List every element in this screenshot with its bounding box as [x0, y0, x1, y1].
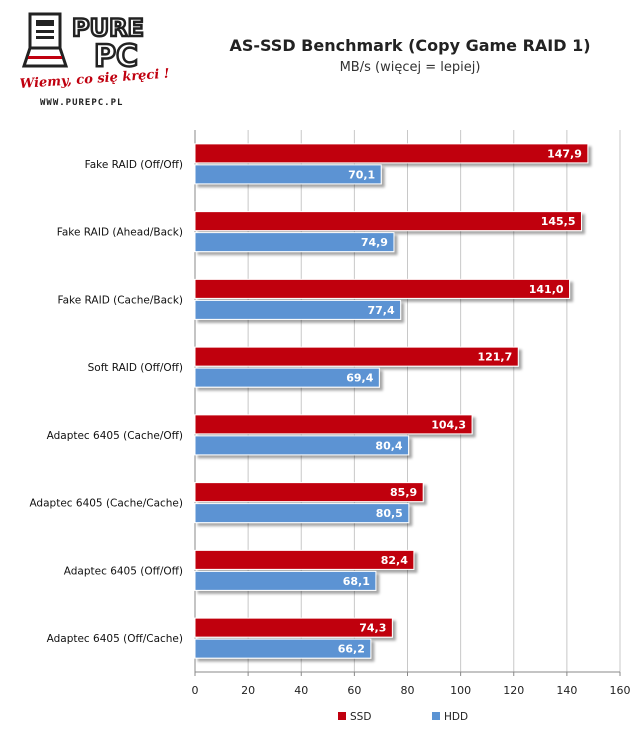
x-tick-label: 60	[347, 684, 361, 697]
bar-hdd	[194, 232, 395, 253]
bar-hdd	[194, 570, 377, 591]
bar-ssd	[194, 414, 473, 435]
purepc-logo: PURE PC Wiemy, co się kręci ! WWW.PUREPC…	[14, 8, 184, 108]
bar-hdd	[194, 299, 402, 320]
data-label: 69,4	[346, 372, 373, 385]
x-tick-label: 20	[241, 684, 255, 697]
bars: 147,9 70,1 145,5 74,9 141,0 77,4 121,7 69,4 104,…	[194, 143, 589, 659]
data-label: 82,4	[381, 554, 408, 567]
data-label: 104,3	[431, 418, 466, 431]
data-label: 80,4	[375, 439, 402, 452]
data-label: 121,7	[477, 351, 512, 364]
data-label: 77,4	[367, 304, 394, 317]
category-label: Fake RAID (Ahead/Back)	[57, 227, 183, 239]
chart-subtitle: MB/s (więcej = lepiej)	[339, 60, 481, 75]
data-label: 70,1	[348, 168, 375, 181]
x-tick-label: 80	[401, 684, 415, 697]
legend-label: HDD	[444, 711, 468, 723]
x-tick-label: 160	[610, 684, 631, 697]
data-label: 85,9	[390, 486, 417, 499]
bar-ssd	[194, 143, 589, 164]
data-label: 74,9	[361, 236, 388, 249]
data-label: 147,9	[547, 147, 582, 160]
bar-ssd	[194, 211, 582, 232]
logo-line1: PURE	[72, 14, 144, 42]
logo-box-icon	[21, 12, 69, 68]
bar-hdd	[194, 503, 410, 524]
category-labels: Fake RAID (Off/Off) Fake RAID (Ahead/Back…	[29, 159, 183, 645]
logo-url: WWW.PUREPC.PL	[40, 98, 123, 108]
data-label: 74,3	[359, 622, 386, 635]
category-label: Adaptec 6405 (Cache/Cache)	[29, 498, 183, 510]
category-label: Soft RAID (Off/Off)	[88, 362, 183, 374]
x-tick-label: 0	[192, 684, 199, 697]
bar-hdd	[194, 164, 382, 185]
category-label: Fake RAID (Cache/Back)	[58, 294, 183, 306]
data-label: 80,5	[376, 507, 403, 520]
category-label: Adaptec 6405 (Off/Off)	[64, 565, 183, 577]
x-axis-ticks: 0 20 40 60 80 100 120 140 160	[192, 671, 631, 697]
category-label: Adaptec 6405 (Off/Cache)	[47, 633, 183, 645]
bar-ssd	[194, 617, 393, 638]
x-tick-label: 40	[294, 684, 308, 697]
bar-hdd	[194, 638, 372, 659]
legend-swatch	[432, 712, 440, 720]
bar-hdd	[194, 435, 410, 456]
bar-hdd	[194, 367, 380, 388]
x-tick-label: 100	[450, 684, 471, 697]
data-label: 145,5	[541, 215, 576, 228]
data-label: 66,2	[338, 643, 365, 656]
legend-label: SSD	[350, 711, 371, 723]
logo-line2: PC	[94, 39, 138, 74]
data-label: 68,1	[343, 575, 370, 588]
legend-swatch	[338, 712, 346, 720]
chart-title: AS-SSD Benchmark (Copy Game RAID 1)	[229, 36, 591, 55]
bar-ssd	[194, 278, 571, 299]
bar-ssd	[194, 346, 519, 367]
data-label: 141,0	[529, 283, 564, 296]
x-tick-label: 140	[556, 684, 577, 697]
legend: SSD HDD	[338, 711, 468, 723]
bar-ssd	[194, 482, 424, 503]
x-tick-label: 120	[503, 684, 524, 697]
category-label: Fake RAID (Off/Off)	[85, 159, 183, 171]
category-label: Adaptec 6405 (Cache/Off)	[47, 430, 183, 442]
bar-ssd	[194, 549, 415, 570]
